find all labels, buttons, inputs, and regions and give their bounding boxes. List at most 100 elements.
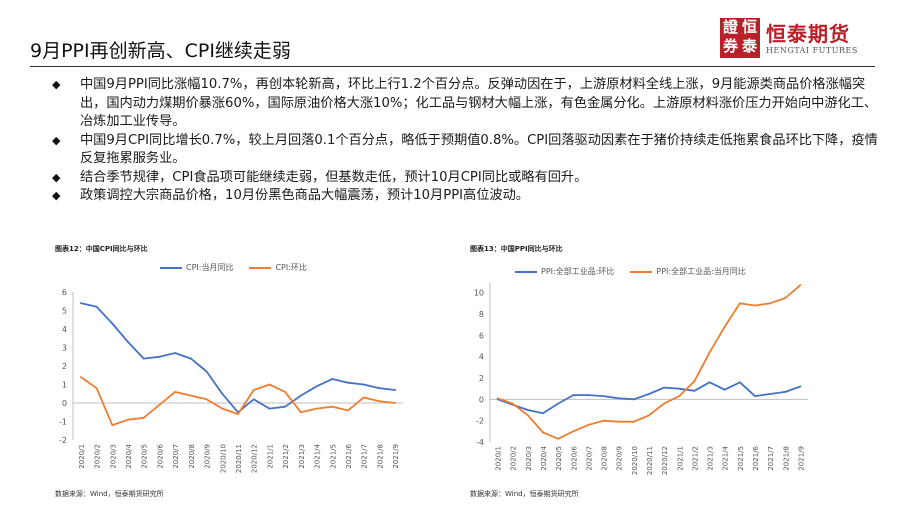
bullet-text: 政策调控大宗商品价格，10月份黑色商品大幅震荡，预计10月PPI高位波动。 <box>80 188 529 203</box>
x-tick-label: 2020/10 <box>631 446 639 475</box>
logo-char: 泰 <box>741 37 757 55</box>
y-tick-label: -1 <box>59 418 67 427</box>
y-tick-label: 2 <box>479 374 484 383</box>
data-point <box>362 396 365 399</box>
data-point <box>799 284 802 287</box>
data-point <box>723 325 726 328</box>
legend-label: CPI:环比 <box>275 263 307 272</box>
data-point <box>678 387 681 390</box>
data-point <box>111 322 114 325</box>
data-point <box>678 395 681 398</box>
data-point <box>542 431 544 434</box>
bullet-text: 中国9月PPI同比涨幅10.7%，再创本轮新高，环比上行1.2个百分点。反弹动因… <box>80 77 878 129</box>
data-point <box>557 437 560 440</box>
y-tick-label: 6 <box>479 331 484 340</box>
data-point <box>331 405 334 408</box>
logo-name-en: HENGTAI FUTURES <box>766 46 858 55</box>
data-point <box>572 430 575 433</box>
y-tick-label: -4 <box>476 438 484 447</box>
x-tick-label: 2021/1 <box>266 444 274 469</box>
data-point <box>79 376 82 378</box>
x-tick-label: 2020/5 <box>555 446 563 471</box>
data-point <box>602 395 605 398</box>
x-tick-label: 2020/6 <box>570 445 578 470</box>
bullet-item: ◆ 政策调控大宗商品价格，10月份黑色商品大幅震荡，预计10月PPI高位波动。 <box>52 187 882 206</box>
data-point <box>557 402 560 405</box>
data-point <box>738 302 741 305</box>
x-tick-label: 2020/1 <box>495 446 503 471</box>
data-point <box>394 402 397 404</box>
chart-source: 数据来源：Wind，恒泰期货研究所 <box>470 490 579 498</box>
series-line <box>497 381 801 415</box>
ppi-chart: -4 -2 0 2 4 6 8 10 2020/1 2020/2 2020/3 2020/4 2020/… <box>474 282 808 475</box>
legend-label: PPI:全部工业品:当月同比 <box>656 267 746 276</box>
data-point <box>754 395 756 398</box>
x-tick-label: 2021/7 <box>361 444 369 469</box>
x-tick-label: 2021/6 <box>752 445 760 470</box>
y-tick-label: 10 <box>474 289 484 298</box>
x-tick-label: 2021/9 <box>797 446 805 471</box>
x-tick-label: 2020/11 <box>235 444 243 473</box>
data-point <box>799 385 802 388</box>
x-tick-label: 2020/6 <box>156 443 164 468</box>
data-point <box>142 416 145 419</box>
x-tick-label: 2020/8 <box>188 444 196 469</box>
y-tick-label: 4 <box>479 353 484 362</box>
x-tick-label: 2021/1 <box>676 446 684 471</box>
data-point <box>284 391 287 393</box>
data-point <box>95 387 98 390</box>
data-point <box>79 302 82 304</box>
diamond-bullet-icon: ◆ <box>52 189 61 202</box>
logo-char: 券 <box>722 37 738 55</box>
legend-item: PPI:全部工业品:当月同比 <box>630 266 746 277</box>
data-point <box>587 394 590 396</box>
data-point <box>127 341 129 343</box>
data-point <box>252 398 255 401</box>
x-tick-label: 2020/4 <box>125 443 133 468</box>
legend-swatch <box>630 270 653 273</box>
x-tick-label: 2021/4 <box>314 443 322 468</box>
x-tick-label: 2020/4 <box>540 445 548 470</box>
data-point <box>252 389 255 391</box>
legend-swatch <box>515 270 537 273</box>
legend-item: PPI:全部工业品:环比 <box>515 266 614 277</box>
data-point <box>158 355 161 358</box>
x-tick-label: 2020/12 <box>661 446 669 475</box>
data-point <box>708 351 711 354</box>
x-tick-label: 2020/8 <box>601 446 609 471</box>
data-point <box>617 420 620 423</box>
title-divider <box>30 66 875 67</box>
chart-caption: 图表13：中国PPI同比与环比 <box>470 245 563 253</box>
y-tick-label: -2 <box>59 436 67 445</box>
x-tick-label: 2020/2 <box>510 446 518 471</box>
y-tick-label: 6 <box>62 288 67 297</box>
series-line <box>80 302 396 414</box>
x-tick-label: 2020/3 <box>525 446 533 471</box>
x-tick-label: 2020/9 <box>204 444 212 469</box>
x-tick-label: 2020/10 <box>219 444 227 473</box>
bullet-text: 中国9月CPI同比增长0.7%，较上月回落0.1个百分点，略低于预期值0.8%。… <box>80 132 878 167</box>
legend-label: PPI:全部工业品:环比 <box>541 267 615 276</box>
y-tick-label: 0 <box>62 399 67 408</box>
data-point <box>299 394 302 397</box>
x-tick-label: 2021/3 <box>298 444 306 469</box>
chart-legend: CPI:当月同比 CPI:环比 <box>160 262 323 273</box>
data-point <box>284 405 287 408</box>
logo-char: 恒 <box>741 18 757 36</box>
data-point <box>526 409 529 411</box>
data-point <box>708 381 711 384</box>
x-tick-label: 2020/7 <box>585 446 593 471</box>
data-point <box>362 383 365 386</box>
chart-legend: PPI:全部工业品:环比 PPI:全部工业品:当月同比 <box>515 266 762 277</box>
y-tick-label: 3 <box>62 344 67 353</box>
x-tick-label: 2020/3 <box>109 444 117 469</box>
data-point <box>693 389 696 392</box>
data-point <box>315 385 318 388</box>
bullet-item: ◆ 中国9月CPI同比增长0.7%，较上月回落0.1个百分点，略低于预期值0.8%… <box>52 132 882 169</box>
diamond-bullet-icon: ◆ <box>52 170 61 184</box>
cpi-chart: -2 -1 0 1 2 3 4 5 6 2020/1 2020/2 2020/3 2020/4 2020/… <box>59 288 403 473</box>
x-tick-label: 2021/9 <box>392 444 400 469</box>
x-tick-label: 2021/8 <box>782 446 790 471</box>
data-point <box>174 391 177 393</box>
bullet-list: ◆ 中国9月PPI同比涨幅10.7%，再创本轮新高，环比上行1.2个百分点。反弹动… <box>52 76 882 206</box>
